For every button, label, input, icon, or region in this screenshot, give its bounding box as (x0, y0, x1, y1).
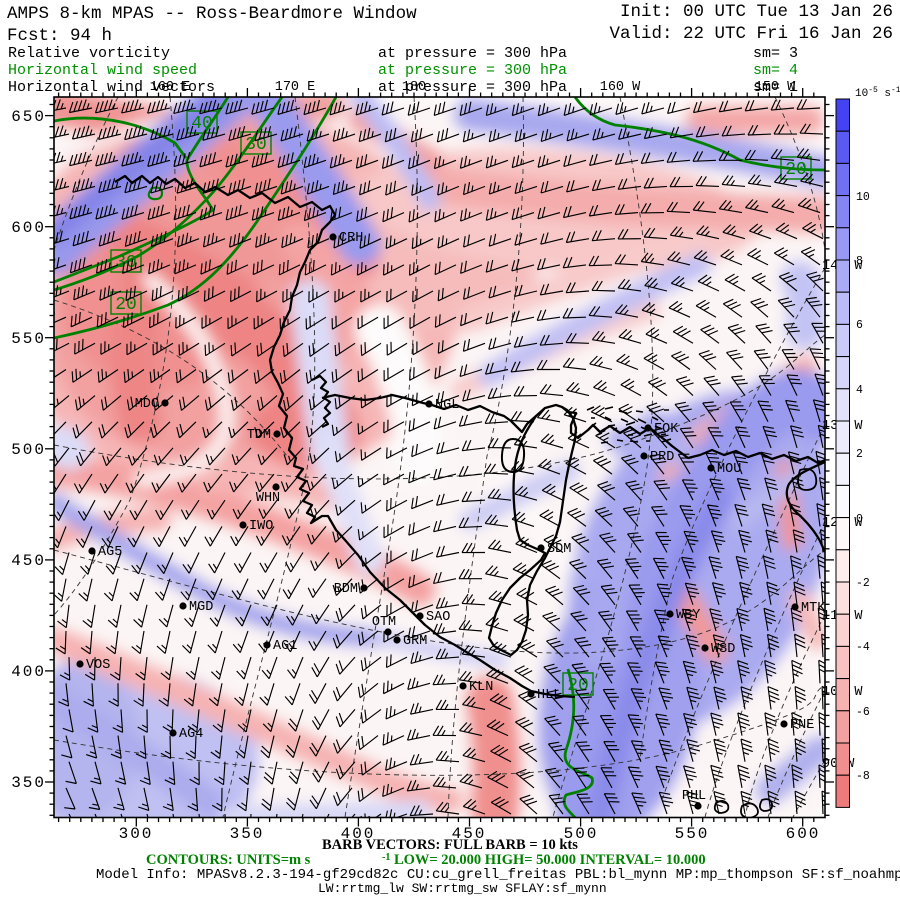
svg-text:CRH: CRH (339, 231, 363, 246)
svg-text:Fcst: 94 h: Fcst: 94 h (7, 26, 112, 46)
svg-text:sm= 1: sm= 1 (753, 79, 798, 96)
svg-text:SAO: SAO (426, 610, 450, 625)
svg-text:-2: -2 (856, 577, 870, 590)
svg-text:20: 20 (785, 160, 807, 180)
svg-text:PHL: PHL (682, 789, 706, 804)
svg-text:CONTOURS: UNITS=m s: CONTOURS: UNITS=m s (146, 852, 311, 868)
svg-text:400: 400 (341, 825, 376, 843)
svg-text:450: 450 (11, 552, 46, 570)
svg-text:BDM: BDM (334, 582, 358, 597)
svg-text:150 W: 150 W (755, 80, 796, 95)
svg-text:AG1: AG1 (273, 639, 297, 654)
svg-text:650: 650 (11, 108, 46, 126)
svg-text:sm= 4: sm= 4 (753, 62, 798, 79)
svg-text:-6: -6 (856, 706, 870, 719)
svg-text:MOU: MOU (717, 462, 741, 477)
svg-text:Horizontal wind vectors: Horizontal wind vectors (8, 79, 215, 96)
svg-text:500: 500 (564, 825, 599, 843)
svg-text:FOK: FOK (654, 422, 679, 437)
svg-text:8: 8 (856, 255, 863, 268)
svg-text:NGL: NGL (435, 398, 459, 413)
svg-text:40: 40 (191, 114, 213, 134)
svg-text:350: 350 (11, 774, 46, 792)
svg-text:-1 LOW= 20.000 HIGH= 50.: -1 LOW= 20.000 HIGH= 50.000 INTERVAL= 10… (382, 852, 706, 868)
svg-text:Model Info: MPASv8.2.3-194-gf2: Model Info: MPASv8.2.3-194-gf29cd82c CU:… (96, 867, 900, 883)
svg-text:20: 20 (567, 676, 589, 696)
svg-text:PRD: PRD (650, 450, 674, 465)
svg-text:MDC: MDC (135, 397, 159, 412)
svg-text:at pressure = 300 hPa: at pressure = 300 hPa (378, 79, 567, 96)
svg-text:4: 4 (856, 384, 863, 397)
svg-text:30: 30 (115, 253, 137, 273)
svg-text:30: 30 (245, 135, 267, 155)
svg-text:WHN: WHN (256, 491, 280, 506)
svg-text:550: 550 (11, 330, 46, 348)
svg-text:-4: -4 (856, 641, 870, 654)
svg-text:600: 600 (11, 219, 46, 237)
svg-text:Valid: 22 UTC Fri 16 Jan 26: Valid: 22 UTC Fri 16 Jan 26 (609, 24, 893, 44)
svg-text:20: 20 (115, 295, 137, 315)
svg-text:160 W: 160 W (600, 80, 641, 95)
svg-text:MTK: MTK (801, 601, 826, 616)
svg-text:AG4: AG4 (179, 727, 203, 742)
svg-text:350: 350 (230, 825, 265, 843)
svg-text:10: 10 (856, 191, 870, 204)
svg-text:500: 500 (11, 441, 46, 459)
svg-text:Init: 00 UTC Tue 13 Jan 26: Init: 00 UTC Tue 13 Jan 26 (620, 2, 893, 22)
svg-text:at pressure = 300 hPa: at pressure = 300 hPa (378, 45, 567, 62)
svg-text:AG5: AG5 (98, 545, 122, 560)
svg-text:550: 550 (675, 825, 710, 843)
svg-text:BARB VECTORS: FULL BARB = 10: BARB VECTORS: FULL BARB = 10 kts (322, 837, 578, 853)
svg-text:-8: -8 (856, 770, 870, 783)
svg-text:KLN: KLN (469, 680, 493, 695)
svg-text:300: 300 (119, 825, 154, 843)
svg-text:WBY: WBY (676, 608, 700, 623)
svg-text:at pressure = 300 hPa: at pressure = 300 hPa (378, 62, 567, 79)
svg-text:AMPS 8-km MPAS -- Ross-Beardmo: AMPS 8-km MPAS -- Ross-Beardmore Window (7, 4, 417, 24)
svg-text:MGD: MGD (189, 600, 213, 615)
svg-text:PNE: PNE (790, 718, 814, 733)
svg-text:TDM: TDM (247, 428, 271, 443)
svg-text:WSD: WSD (711, 642, 735, 657)
svg-text:160 E: 160 E (150, 80, 191, 95)
svg-text:IWO: IWO (249, 519, 273, 534)
svg-text:10-5 s-1: 10-5 s-1 (855, 86, 900, 100)
svg-text:2: 2 (856, 448, 863, 461)
svg-text:450: 450 (452, 825, 487, 843)
svg-text:170 E: 170 E (275, 80, 316, 95)
svg-text:Relative vorticity: Relative vorticity (8, 45, 170, 62)
svg-text:VOS: VOS (86, 658, 110, 673)
svg-text:Horizontal wind speed: Horizontal wind speed (8, 62, 197, 79)
svg-text:sm= 3: sm= 3 (753, 45, 798, 62)
svg-text:OTM: OTM (372, 615, 396, 630)
svg-text:LW:rrtmg_lw SW:rrtmg_sw SFLAY:: LW:rrtmg_lw SW:rrtmg_sw SFLAY:sf_mynn (318, 881, 607, 896)
svg-text:0: 0 (856, 513, 863, 526)
svg-text:HLL: HLL (537, 688, 561, 703)
svg-text:400: 400 (11, 663, 46, 681)
svg-text:GRM: GRM (403, 634, 427, 649)
svg-text:SDM: SDM (547, 542, 571, 557)
svg-text:180: 180 (402, 80, 426, 95)
svg-text:600: 600 (786, 825, 821, 843)
svg-text:6: 6 (856, 319, 863, 332)
